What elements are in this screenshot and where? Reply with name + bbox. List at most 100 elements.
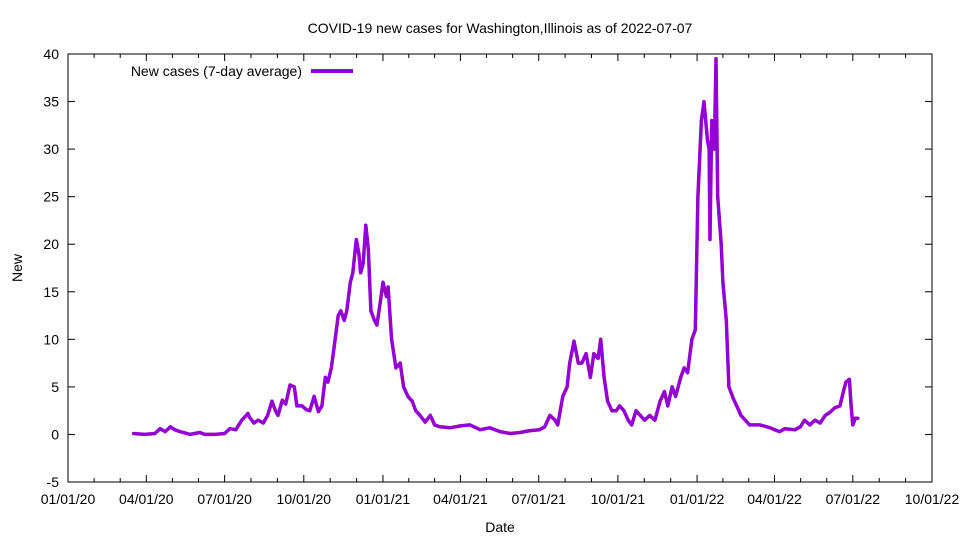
data-point [724, 318, 728, 322]
data-point [778, 429, 782, 434]
data-point [658, 399, 662, 403]
data-point [666, 404, 670, 408]
data-point [592, 352, 596, 356]
legend: New cases (7-day average) [131, 63, 353, 79]
data-point [772, 428, 777, 432]
data-point [406, 394, 410, 398]
data-point [364, 223, 368, 227]
data-point [339, 309, 343, 313]
series-line [133, 57, 858, 437]
data-point [389, 337, 394, 341]
data-point [708, 237, 712, 242]
data-point [853, 416, 858, 420]
y-tick-label: 35 [43, 94, 59, 110]
data-point [638, 413, 642, 418]
data-point [288, 383, 292, 387]
data-point [584, 352, 588, 356]
data-point [256, 418, 260, 422]
data-point [576, 361, 580, 365]
data-point [228, 427, 232, 431]
data-point [246, 411, 250, 416]
data-point [568, 361, 572, 365]
data-point [768, 426, 772, 430]
data-point [518, 430, 522, 435]
data-point [354, 237, 358, 242]
data-point [323, 375, 327, 379]
data-point [610, 409, 614, 413]
data-point [596, 356, 600, 360]
data-point [366, 247, 370, 251]
data-point [240, 418, 244, 422]
data-point [561, 394, 565, 398]
data-point [478, 428, 482, 432]
data-point [818, 421, 822, 425]
x-tick-label: 10/01/20 [277, 491, 332, 507]
x-tick-label: 01/01/20 [41, 491, 96, 507]
data-point [851, 423, 855, 427]
data-point [498, 429, 502, 434]
data-point [163, 429, 167, 434]
data-point [537, 428, 542, 432]
data-point [168, 425, 173, 429]
data-point [345, 309, 349, 313]
y-axis: -5 0 5 10 15 20 25 30 35 40 [43, 46, 932, 490]
y-tick-label: 0 [51, 426, 59, 442]
x-tick-label: 07/01/20 [197, 491, 252, 507]
data-point [213, 432, 217, 437]
data-point [284, 402, 288, 406]
data-point [727, 385, 731, 389]
x-tick-label: 01/01/21 [356, 491, 411, 507]
data-point [280, 398, 284, 402]
data-point [342, 318, 346, 322]
data-point [261, 421, 265, 425]
y-tick-label: 40 [43, 46, 59, 62]
data-point [662, 390, 666, 394]
data-point [690, 337, 694, 341]
data-point [602, 375, 606, 379]
y-tick-label: 25 [43, 189, 59, 205]
data-point [630, 423, 634, 427]
data-point [679, 375, 683, 379]
data-point [402, 385, 406, 389]
data-point [270, 399, 274, 403]
data-point [203, 432, 207, 437]
data-point [178, 429, 182, 434]
data-point [142, 432, 147, 437]
data-point [158, 427, 162, 431]
chart-title: COVID-19 new cases for Washington,Illino… [308, 20, 693, 36]
data-point [793, 428, 797, 432]
data-point [234, 428, 238, 432]
data-point [548, 413, 552, 418]
x-axis: 01/01/20 04/01/20 07/01/20 10/01/20 01/01/21… [41, 54, 959, 507]
data-point [198, 430, 202, 435]
data-point [488, 426, 492, 430]
data-point [670, 385, 674, 389]
data-point [556, 423, 560, 427]
data-point [394, 366, 398, 370]
x-tick-label: 10/01/21 [591, 491, 646, 507]
data-point [719, 242, 723, 246]
series-layer [131, 57, 860, 437]
data-point [702, 99, 706, 104]
data-point [386, 285, 390, 289]
data-point [358, 271, 363, 275]
x-tick-label: 04/01/21 [433, 491, 488, 507]
x-tick-label: 07/01/22 [826, 491, 881, 507]
y-tick-label: 30 [43, 141, 59, 157]
data-point [348, 280, 352, 284]
data-point [131, 431, 136, 436]
data-point [827, 410, 832, 415]
data-point [572, 339, 576, 343]
data-point [369, 309, 373, 313]
data-point [223, 431, 227, 436]
x-tick-label: 01/01/22 [670, 491, 725, 507]
data-point [696, 195, 700, 199]
data-point [553, 418, 557, 422]
data-point [705, 138, 709, 142]
data-point [428, 413, 432, 418]
data-point [699, 118, 703, 123]
data-point [468, 423, 472, 427]
data-point [743, 418, 747, 422]
data-point [849, 404, 853, 408]
x-axis-label: Date [485, 519, 515, 535]
